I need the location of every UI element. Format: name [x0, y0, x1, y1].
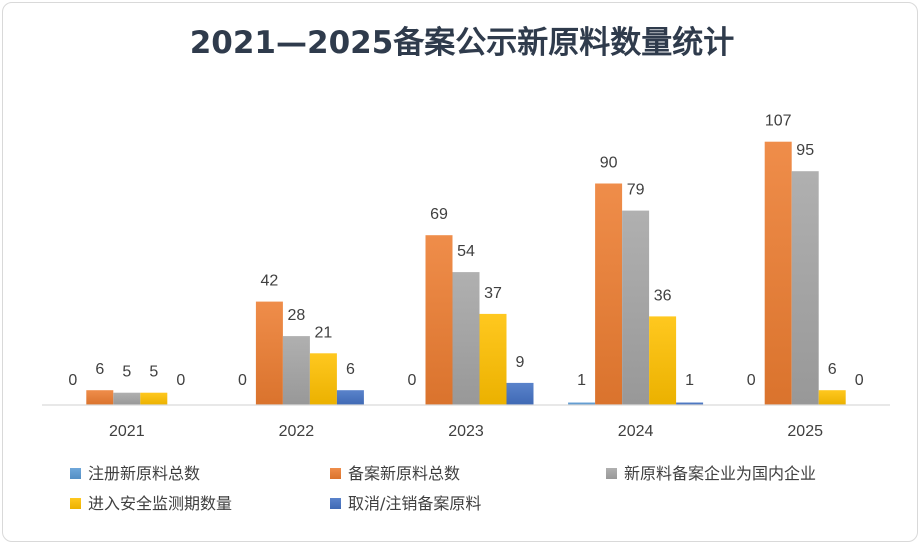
- data-label-2024-series-1: 1: [577, 372, 586, 389]
- legend-swatch-series-4: [70, 498, 81, 509]
- data-label-2023-series-1: 0: [408, 372, 417, 389]
- bar-2022-series-4: [309, 353, 337, 405]
- bar-2022-series-3: [282, 336, 310, 405]
- data-label-2025-series-3: 95: [796, 142, 814, 159]
- bar-2023-series-4: [479, 313, 507, 405]
- bar-2025-series-3: [791, 171, 819, 405]
- x-tick-label-2022: 2022: [279, 423, 315, 440]
- data-label-2021-series-4: 5: [149, 364, 158, 381]
- data-label-2021-series-2: 6: [95, 361, 104, 378]
- bar-2021-series-2: [86, 390, 114, 405]
- bar-2024-series-3: [622, 210, 650, 405]
- bar-2025-series-4: [818, 390, 846, 405]
- bar-2022-series-5: [336, 390, 364, 405]
- legend-swatch-series-3: [606, 468, 617, 479]
- legend-label-series-2: 备案新原料总数: [348, 464, 460, 483]
- bar-2023-series-3: [452, 272, 480, 405]
- data-label-2022-series-3: 28: [288, 307, 306, 324]
- bar-2022-series-2: [255, 301, 283, 405]
- x-tick-label-2025: 2025: [787, 423, 823, 440]
- data-label-2022-series-4: 21: [315, 324, 333, 341]
- bar-2024-series-2: [595, 183, 623, 405]
- x-tick-label-2023: 2023: [448, 423, 484, 440]
- bar-2024-series-1: [568, 402, 596, 405]
- legend-swatch-series-5: [330, 498, 341, 509]
- data-label-2024-series-4: 36: [654, 287, 672, 304]
- legend-swatch-series-2: [330, 468, 341, 479]
- legend-label-series-3: 新原料备案企业为国内企业: [624, 464, 816, 483]
- legend-label-series-4: 进入安全监测期数量: [88, 494, 232, 513]
- data-label-2024-series-2: 90: [600, 155, 618, 172]
- data-label-2025-series-1: 0: [747, 372, 756, 389]
- data-label-2022-series-5: 6: [346, 361, 355, 378]
- bar-2021-series-4: [140, 392, 168, 405]
- bar-2024-series-4: [649, 316, 677, 405]
- bar-2024-series-5: [676, 402, 704, 405]
- legend-label-series-1: 注册新原料总数: [88, 464, 200, 483]
- data-label-2021-series-5: 0: [176, 372, 185, 389]
- chart-title: 2021—2025备案公示新原料数量统计: [190, 25, 735, 61]
- data-label-2023-series-3: 54: [457, 243, 475, 260]
- legend-label-series-5: 取消/注销备案原料: [348, 494, 481, 513]
- data-label-2023-series-5: 9: [516, 354, 525, 371]
- data-label-2025-series-2: 107: [765, 113, 792, 130]
- data-label-2025-series-5: 0: [855, 372, 864, 389]
- data-label-2024-series-3: 79: [627, 182, 645, 199]
- bars-group: [86, 141, 846, 405]
- data-label-2023-series-2: 69: [430, 206, 448, 223]
- x-tick-label-2021: 2021: [109, 423, 145, 440]
- x-tick-labels-group: 2021 2022 2023 2024 2025: [109, 423, 823, 440]
- bar-2021-series-3: [113, 392, 141, 405]
- legend-swatch-series-1: [70, 468, 81, 479]
- x-tick-label-2024: 2024: [618, 423, 654, 440]
- data-label-2021-series-1: 0: [68, 372, 77, 389]
- bar-2025-series-2: [764, 141, 792, 405]
- data-label-2023-series-4: 37: [484, 285, 502, 302]
- data-label-2021-series-3: 5: [122, 364, 131, 381]
- data-label-2024-series-5: 1: [685, 372, 694, 389]
- data-label-2022-series-2: 42: [261, 273, 279, 290]
- bar-2023-series-2: [425, 235, 453, 405]
- bar-2023-series-5: [506, 382, 534, 405]
- data-label-2022-series-1: 0: [238, 372, 247, 389]
- data-label-2025-series-4: 6: [828, 361, 837, 378]
